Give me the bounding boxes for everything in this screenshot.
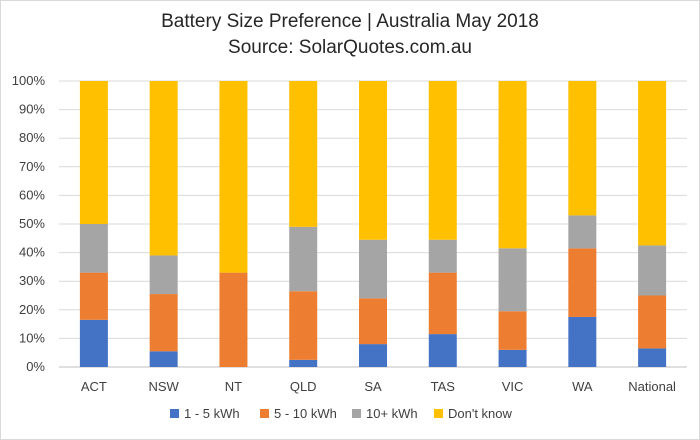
y-tick-label: 30% <box>19 273 45 288</box>
bar-segment <box>568 248 597 317</box>
bar-segment <box>498 349 527 367</box>
bar-segment <box>568 81 597 216</box>
bar-segment <box>638 81 667 246</box>
bar-segment <box>289 359 318 367</box>
bar-segment <box>428 239 457 273</box>
bar-segment <box>149 81 178 256</box>
y-tick-label: 60% <box>19 187 45 202</box>
x-tick-label: QLD <box>290 379 317 394</box>
bar-segment <box>428 272 457 335</box>
bar-segment <box>149 351 178 367</box>
bar-segment <box>359 344 387 367</box>
y-tick-label: 0% <box>26 359 45 374</box>
legend-label: 5 - 10 kWh <box>274 406 337 421</box>
y-tick-label: 10% <box>19 330 45 345</box>
bar-segment <box>638 245 667 296</box>
x-tick-label: NT <box>225 379 242 394</box>
bar-segment <box>149 294 178 352</box>
bar-segment <box>289 81 318 227</box>
y-tick-label: 50% <box>19 216 45 231</box>
bar-segment <box>568 316 597 367</box>
bar-segment <box>568 215 597 249</box>
bar-segment <box>79 272 108 320</box>
bar-segment <box>289 226 318 292</box>
bar-segment <box>359 239 387 299</box>
legend-swatch <box>260 409 269 418</box>
bar-segment <box>638 348 667 367</box>
y-tick-label: 90% <box>19 102 45 117</box>
legend-label: 10+ kWh <box>366 406 418 421</box>
chart-title: Battery Size Preference | Australia May … <box>161 11 539 32</box>
x-tick-label: WA <box>572 379 593 394</box>
x-tick-label: NSW <box>148 379 179 394</box>
x-tick-label: National <box>628 379 676 394</box>
y-tick-label: 80% <box>19 130 45 145</box>
legend-swatch <box>352 409 361 418</box>
bar-segment <box>428 334 457 367</box>
y-tick-label: 70% <box>19 159 45 174</box>
bar-segment <box>79 81 108 224</box>
x-tick-label: SA <box>364 379 382 394</box>
bar-segment <box>149 255 178 295</box>
legend-swatch <box>434 409 443 418</box>
bar-segment <box>79 319 108 367</box>
legend-label: 1 - 5 kWh <box>184 406 240 421</box>
bar-segment <box>638 295 667 349</box>
bar-segment <box>498 81 527 249</box>
bar-segment <box>359 81 387 240</box>
y-tick-label: 40% <box>19 245 45 260</box>
bar-segment <box>79 224 108 273</box>
y-tick-label: 20% <box>19 302 45 317</box>
chart-subtitle: Source: SolarQuotes.com.au <box>228 37 472 58</box>
bar-segment <box>289 291 318 360</box>
bar-segment <box>498 311 527 350</box>
x-tick-label: VIC <box>502 379 524 394</box>
legend-swatch <box>170 409 179 418</box>
x-tick-label: ACT <box>81 379 107 394</box>
legend-label: Don't know <box>448 406 513 421</box>
y-tick-label: 100% <box>12 73 46 88</box>
bar-segment <box>219 272 248 367</box>
bar-segment <box>219 81 248 273</box>
bar-segment <box>359 298 387 345</box>
bar-segment <box>498 248 527 312</box>
x-tick-label: TAS <box>431 379 456 394</box>
bar-segment <box>428 81 457 240</box>
